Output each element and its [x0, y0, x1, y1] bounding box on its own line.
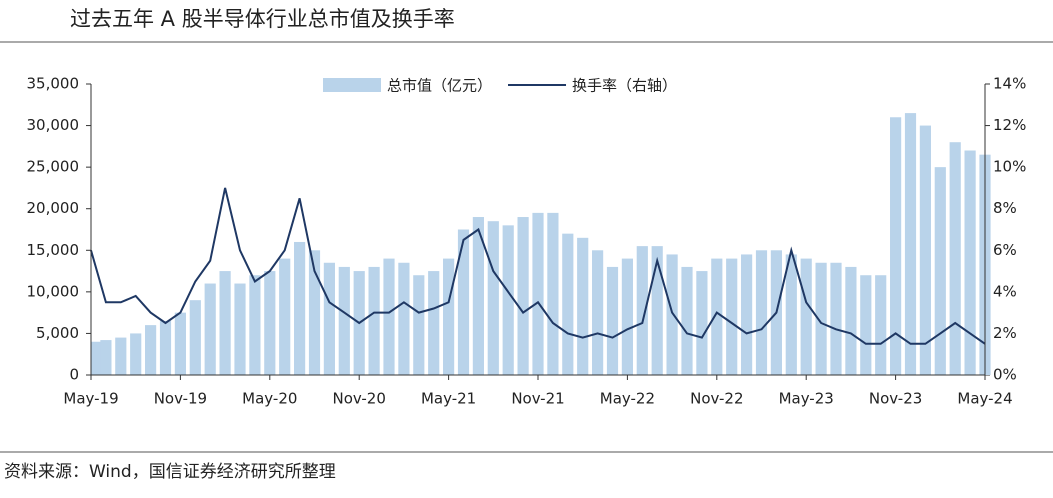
bar: [890, 117, 902, 375]
bar: [621, 258, 633, 375]
bar: [606, 266, 619, 375]
bar: [666, 254, 678, 375]
bar: [398, 262, 410, 375]
bar: [294, 241, 306, 375]
bar: [904, 113, 917, 375]
legend-swatch: [323, 78, 381, 92]
bar: [696, 271, 708, 375]
x-tick-label: Nov-21: [511, 390, 564, 408]
bar: [562, 233, 574, 375]
bar: [964, 150, 976, 375]
bar: [517, 217, 529, 375]
y-tick-label: 30,000: [27, 116, 80, 134]
x-tick-label: May-22: [600, 390, 655, 408]
bar: [755, 250, 768, 375]
legend-label: 换手率（右轴）: [572, 77, 677, 95]
bar: [174, 312, 186, 375]
x-tick-label: May-23: [779, 390, 834, 408]
bar: [726, 258, 738, 375]
bar: [919, 125, 931, 375]
bar: [815, 262, 827, 375]
bar: [279, 258, 291, 375]
bar: [934, 167, 946, 375]
bar: [189, 300, 201, 375]
bar: [323, 262, 335, 375]
bar: [949, 142, 961, 375]
legend-label: 总市值（亿元）: [387, 77, 492, 95]
y2-tick-label: 10%: [993, 158, 1026, 176]
y-tick-label: 15,000: [27, 241, 80, 259]
y2-tick-label: 12%: [993, 116, 1026, 134]
y-tick-label: 20,000: [27, 199, 80, 217]
y2-tick-label: 4%: [993, 282, 1017, 300]
y2-tick-label: 8%: [993, 199, 1017, 217]
bar: [845, 266, 857, 375]
y2-tick-label: 6%: [993, 241, 1017, 259]
bar: [338, 266, 350, 375]
bar: [472, 217, 484, 375]
bar: [711, 258, 723, 375]
line-series: [90, 187, 986, 345]
y-tick-label: 35,000: [27, 75, 80, 93]
bar: [592, 250, 604, 375]
bar: [234, 283, 246, 375]
bar: [502, 225, 514, 375]
bar: [428, 271, 440, 375]
bar: [830, 262, 842, 375]
bar: [681, 266, 693, 375]
y-tick-label: 0: [69, 366, 79, 384]
x-tick-label: May-19: [63, 390, 118, 408]
bar: [413, 275, 425, 375]
bar: [368, 266, 380, 375]
source-note: 资料来源：Wind，国信证券经济研究所整理: [4, 462, 336, 482]
bar: [145, 325, 157, 375]
bar: [443, 258, 455, 375]
bar: [383, 258, 395, 375]
bar: [532, 212, 544, 375]
x-tick-label: Nov-23: [869, 390, 922, 408]
bar: [860, 275, 872, 375]
bar: [115, 337, 127, 375]
y2-tick-label: 0%: [993, 366, 1017, 384]
x-tick-label: May-24: [957, 390, 1012, 408]
x-tick-label: May-20: [242, 390, 297, 408]
bar: [204, 283, 216, 375]
x-tick-label: Nov-19: [154, 390, 207, 408]
x-tick-label: Nov-22: [690, 390, 743, 408]
x-tick-label: Nov-20: [333, 390, 386, 408]
bar: [100, 340, 112, 375]
y-tick-label: 5,000: [36, 324, 79, 342]
bar: [264, 271, 276, 375]
bar: [487, 221, 499, 375]
bar: [636, 246, 648, 375]
bar: [219, 271, 231, 375]
bar: [308, 250, 321, 375]
x-tick-label: May-21: [421, 390, 476, 408]
bar: [249, 275, 261, 375]
y2-tick-label: 2%: [993, 324, 1017, 342]
y-tick-label: 25,000: [27, 158, 80, 176]
bar: [91, 341, 103, 375]
bar: [159, 320, 172, 375]
bar: [577, 237, 589, 375]
y2-tick-label: 14%: [993, 75, 1026, 93]
bar: [785, 254, 797, 375]
bar: [547, 212, 559, 375]
bar: [130, 333, 142, 375]
bar: [875, 275, 887, 375]
bar: [741, 254, 753, 375]
bar: [800, 258, 812, 375]
bar: [651, 246, 663, 375]
bar: [457, 229, 470, 375]
chart-title: 过去五年 A 股半导体行业总市值及换手率: [70, 7, 455, 31]
y-tick-label: 10,000: [27, 282, 80, 300]
